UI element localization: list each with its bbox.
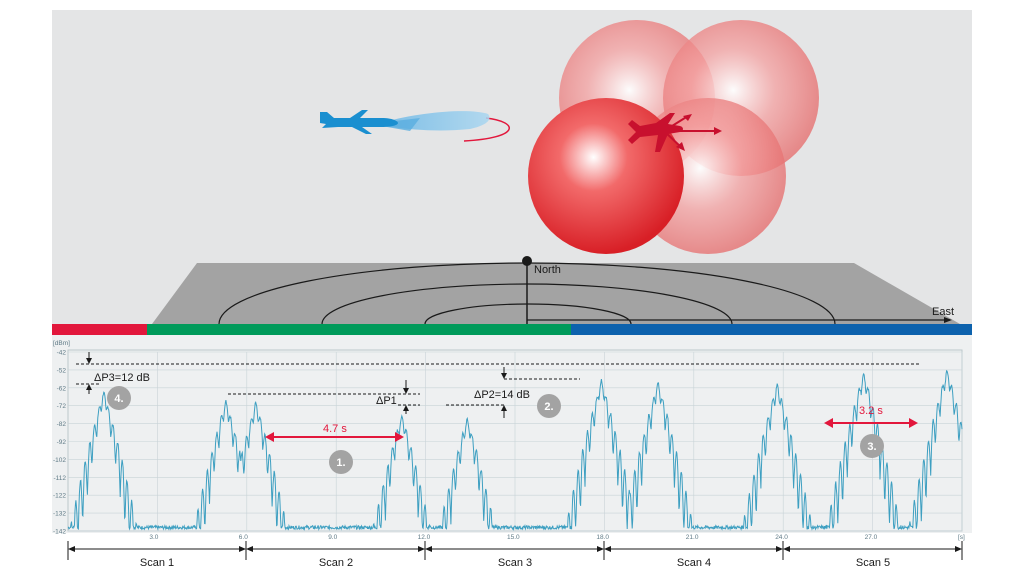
- y-tick-label: -82: [57, 421, 67, 428]
- y-tick-label: -42: [57, 350, 67, 357]
- y-unit-label: [dBm]: [53, 340, 70, 347]
- badge-4: 4.: [107, 386, 131, 410]
- scan-label-5: Scan 5: [856, 557, 890, 569]
- badge-2: 2.: [537, 394, 561, 418]
- north-marker: [522, 256, 532, 266]
- north-label: North: [534, 264, 561, 276]
- band-blue: [571, 324, 972, 335]
- y-tick-label: -142: [53, 529, 66, 536]
- x-tick-label: 21.0: [686, 534, 699, 541]
- x-tick-label: 27.0: [865, 534, 878, 541]
- dp3-label: ΔP3=12 dB: [94, 372, 150, 384]
- x-tick-label: 3.0: [149, 534, 158, 541]
- band-red: [52, 324, 147, 335]
- east-label: East: [932, 306, 954, 318]
- y-tick-label: -122: [53, 493, 66, 500]
- x-tick-labels: 3.0 6.0 9.0 12.0 15.0 18.0 21.0 24.0 27.0 [s]: [149, 534, 965, 541]
- y-tick-label: -62: [57, 385, 67, 392]
- dp1-label: ΔP1: [376, 395, 397, 407]
- scan-label-1: Scan 1: [140, 557, 174, 569]
- interval-label-2: 3.2 s: [859, 405, 883, 417]
- x-tick-label: 6.0: [239, 534, 248, 541]
- x-tick-label: 24.0: [775, 534, 788, 541]
- y-tick-label: -72: [57, 403, 67, 410]
- svg-text:2.: 2.: [544, 401, 553, 413]
- x-tick-label: 12.0: [418, 534, 431, 541]
- badge-3: 3.: [860, 434, 884, 458]
- x-tick-label: 9.0: [328, 534, 337, 541]
- interval-label-1: 4.7 s: [323, 423, 347, 435]
- x-tick-label: 18.0: [596, 534, 609, 541]
- y-tick-label: -102: [53, 457, 66, 464]
- x-tick-label: 15.0: [507, 534, 520, 541]
- y-tick-label: -92: [57, 439, 67, 446]
- y-tick-label: -112: [53, 475, 66, 482]
- band-green: [147, 324, 571, 335]
- scan-label-3: Scan 3: [498, 557, 532, 569]
- y-tick-label: -132: [53, 511, 66, 518]
- svg-text:3.: 3.: [867, 441, 876, 453]
- svg-text:4.: 4.: [114, 393, 123, 405]
- svg-text:1.: 1.: [336, 457, 345, 469]
- y-tick-label: -52: [57, 367, 67, 374]
- scan-label-2: Scan 2: [319, 557, 353, 569]
- scan-label-4: Scan 4: [677, 557, 711, 569]
- x-tick-label: [s]: [958, 534, 965, 541]
- badge-1: 1.: [329, 450, 353, 474]
- dp2-label: ΔP2=14 dB: [474, 389, 530, 401]
